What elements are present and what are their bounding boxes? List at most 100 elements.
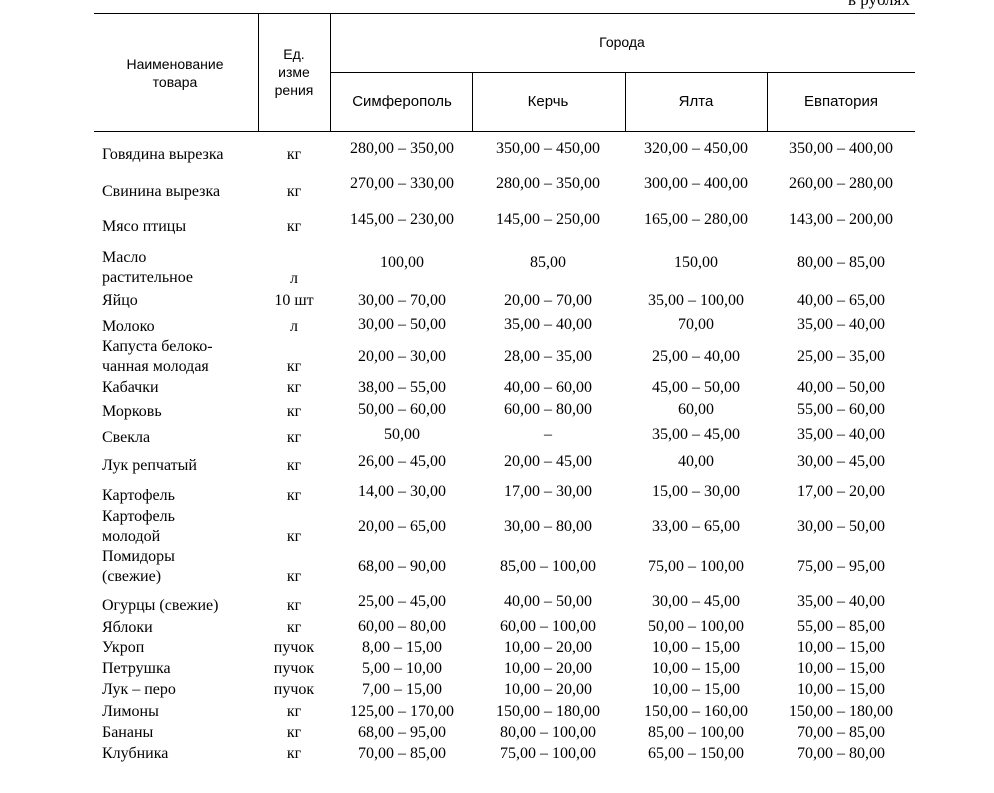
- item-unit: 10 шт: [274, 292, 314, 309]
- price-range: 150,00 – 160,00: [644, 703, 748, 720]
- rule: [330, 13, 331, 131]
- item-name: Кабачки: [102, 379, 159, 396]
- item-name: Помидоры (свежие): [102, 548, 175, 585]
- item-unit: кг: [286, 568, 302, 585]
- price-range: 55,00 – 85,00: [797, 618, 885, 635]
- price-range: 35,00 – 40,00: [797, 426, 885, 443]
- item-unit: кг: [286, 218, 302, 235]
- item-name: Лук – перо: [102, 681, 176, 698]
- header-name: Наименование товара: [126, 56, 224, 90]
- price-range: 100,00: [380, 254, 424, 271]
- item-unit: кг: [286, 619, 302, 636]
- price-range: 50,00: [384, 426, 420, 443]
- price-range: 80,00 – 85,00: [797, 254, 885, 271]
- price-range: 320,00 – 450,00: [644, 140, 748, 157]
- price-range: 30,00 – 45,00: [652, 593, 740, 610]
- item-unit: кг: [286, 429, 302, 446]
- item-name: Молоко: [102, 318, 155, 335]
- item-name: Капуста белоко- чанная молодая: [102, 338, 213, 375]
- item-name: Свинина вырезка: [102, 183, 221, 200]
- price-range: 70,00 – 85,00: [358, 745, 446, 762]
- item-name: Картофель: [102, 487, 175, 504]
- price-range: 28,00 – 35,00: [504, 348, 592, 365]
- header-cities: Города: [599, 34, 645, 50]
- price-range: 20,00 – 30,00: [358, 348, 446, 365]
- item-name: Лимоны: [102, 703, 159, 720]
- price-range: 40,00 – 50,00: [504, 593, 592, 610]
- price-range: 60,00 – 80,00: [504, 401, 592, 418]
- price-range: 14,00 – 30,00: [358, 483, 446, 500]
- item-name: Морковь: [102, 403, 162, 420]
- price-range: 30,00 – 50,00: [797, 518, 885, 535]
- price-range: 10,00 – 15,00: [797, 639, 885, 656]
- price-range: 125,00 – 170,00: [350, 703, 454, 720]
- item-unit: кг: [286, 146, 302, 163]
- price-range: 20,00 – 70,00: [504, 292, 592, 309]
- item-name: Лук репчатый: [102, 457, 197, 474]
- price-range: 25,00 – 35,00: [797, 348, 885, 365]
- price-range: 70,00 – 85,00: [797, 724, 885, 741]
- price-range: 350,00 – 400,00: [789, 140, 893, 157]
- price-range: 30,00 – 50,00: [358, 316, 446, 333]
- price-range: 150,00: [674, 254, 718, 271]
- price-range: 10,00 – 20,00: [504, 639, 592, 656]
- item-unit: л: [290, 318, 298, 335]
- price-range: 85,00 – 100,00: [648, 724, 744, 741]
- city-header: Ялта: [678, 93, 714, 110]
- price-range: 300,00 – 400,00: [644, 175, 748, 192]
- price-range: 40,00: [678, 453, 714, 470]
- rule: [258, 13, 259, 131]
- price-range: 165,00 – 280,00: [644, 211, 748, 228]
- item-unit: пучок: [273, 660, 315, 677]
- price-range: 40,00 – 50,00: [797, 379, 885, 396]
- price-range: 85,00 – 100,00: [500, 558, 596, 575]
- price-range: 68,00 – 95,00: [358, 724, 446, 741]
- item-unit: пучок: [273, 681, 315, 698]
- price-range: 280,00 – 350,00: [350, 140, 454, 157]
- price-range: 75,00 – 100,00: [500, 745, 596, 762]
- item-name: Бананы: [102, 724, 154, 741]
- city-header: Симферополь: [352, 93, 452, 110]
- item-name: Яйцо: [102, 292, 138, 309]
- price-range: 270,00 – 330,00: [350, 175, 454, 192]
- price-range: 17,00 – 30,00: [504, 483, 592, 500]
- item-unit: кг: [286, 403, 302, 420]
- city-header: Евпатория: [804, 93, 878, 110]
- price-range: 10,00 – 15,00: [797, 660, 885, 677]
- price-range: 33,00 – 65,00: [652, 518, 740, 535]
- price-range: 20,00 – 65,00: [358, 518, 446, 535]
- price-range: 70,00: [678, 316, 714, 333]
- price-range: 30,00 – 80,00: [504, 518, 592, 535]
- item-unit: кг: [286, 703, 302, 720]
- price-range: 143,00 – 200,00: [789, 211, 893, 228]
- header-unit: Ед. изме рения: [274, 46, 314, 98]
- price-range: 350,00 – 450,00: [496, 140, 600, 157]
- price-range: 280,00 – 350,00: [496, 175, 600, 192]
- rule: [94, 131, 915, 132]
- item-name: Укроп: [102, 639, 145, 656]
- price-range: 60,00: [678, 401, 714, 418]
- price-range: 45,00 – 50,00: [652, 379, 740, 396]
- item-unit: кг: [286, 379, 302, 396]
- item-name: Говядина вырезка: [102, 146, 224, 163]
- item-unit: кг: [286, 745, 302, 762]
- price-range: 150,00 – 180,00: [496, 703, 600, 720]
- price-range: 10,00 – 20,00: [504, 681, 592, 698]
- price-range: 15,00 – 30,00: [652, 483, 740, 500]
- price-range: 5,00 – 10,00: [362, 660, 442, 677]
- item-name: Огурцы (свежие): [102, 597, 219, 614]
- price-range: 35,00 – 40,00: [504, 316, 592, 333]
- price-range: –: [544, 426, 552, 443]
- item-name: Свекла: [102, 429, 151, 446]
- city-header: Керчь: [527, 93, 569, 110]
- item-name: Картофель молодой: [102, 508, 175, 545]
- price-range: 70,00 – 80,00: [797, 745, 885, 762]
- price-range: 260,00 – 280,00: [789, 175, 893, 192]
- price-range: 65,00 – 150,00: [648, 745, 744, 762]
- price-range: 35,00 – 40,00: [797, 593, 885, 610]
- item-unit: кг: [286, 457, 302, 474]
- price-range: 10,00 – 15,00: [652, 660, 740, 677]
- item-name: Яблоки: [102, 619, 153, 636]
- rule: [94, 13, 915, 14]
